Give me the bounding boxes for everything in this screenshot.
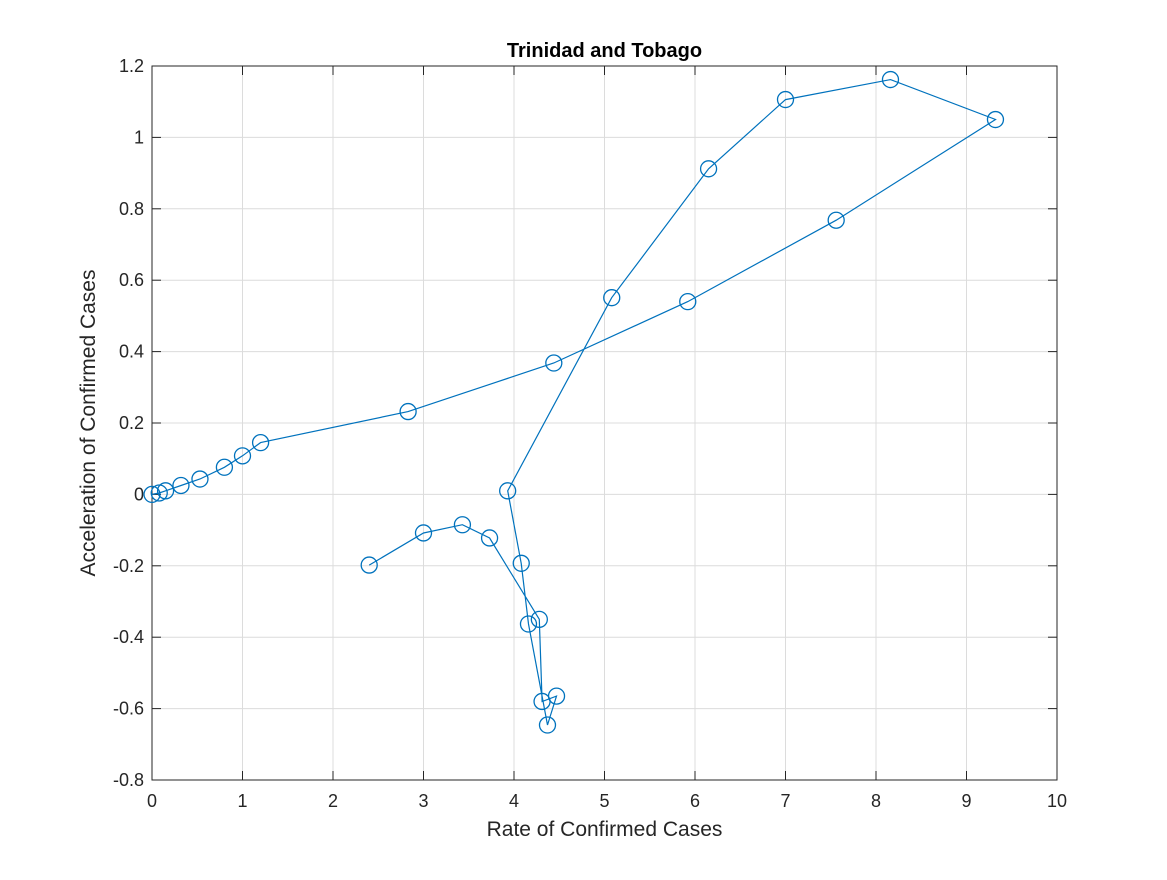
data-point <box>480 529 499 547</box>
x-tick-label: 2 <box>328 791 338 811</box>
y-tick-label: 1.2 <box>119 56 144 76</box>
x-tick-label: 9 <box>961 791 971 811</box>
data-point <box>233 447 252 465</box>
data-point <box>827 211 845 229</box>
x-tick-label: 0 <box>147 791 157 811</box>
x-tick-label: 7 <box>780 791 790 811</box>
y-tick-label: 1 <box>134 127 144 147</box>
y-tick-label: 0.4 <box>119 342 144 362</box>
data-point <box>776 90 795 109</box>
axis-ticks <box>151 65 1058 781</box>
data-point <box>603 289 621 307</box>
data-point <box>360 556 378 574</box>
x-tick-label: 6 <box>690 791 700 811</box>
data-point <box>414 524 433 542</box>
series-group <box>143 70 1005 734</box>
x-axis-label: Rate of Confirmed Cases <box>487 818 723 841</box>
x-tick-label: 10 <box>1047 791 1067 811</box>
data-point <box>538 716 557 734</box>
y-tick-label: -0.8 <box>113 770 144 790</box>
x-tick-label: 4 <box>509 791 519 811</box>
data-point <box>679 292 697 311</box>
y-tick-label: 0.2 <box>119 413 144 433</box>
data-point <box>399 402 417 421</box>
data-point <box>191 470 209 488</box>
data-point <box>881 70 900 89</box>
x-tick-label: 8 <box>871 791 881 811</box>
x-tick-label: 1 <box>237 791 247 811</box>
data-point <box>499 482 517 500</box>
y-tick-label: -0.6 <box>113 699 144 719</box>
data-point <box>172 476 190 495</box>
data-point <box>143 485 161 504</box>
data-point <box>215 458 234 476</box>
x-tick-label: 5 <box>599 791 609 811</box>
y-axis-label: Acceleration of Confirmed Cases <box>77 270 100 577</box>
chart-title: Trinidad and Tobago <box>507 40 702 62</box>
grid <box>151 65 1058 781</box>
x-tick-labels: 0 1 2 3 4 5 6 7 8 9 10 <box>147 791 1067 811</box>
y-tick-label: 0.8 <box>119 199 144 219</box>
y-tick-label: 0.6 <box>119 270 144 290</box>
data-point <box>530 610 548 628</box>
data-point <box>545 354 563 372</box>
data-point <box>512 554 530 572</box>
y-tick-label: -0.4 <box>113 627 144 647</box>
data-point <box>699 160 718 178</box>
x-tick-label: 3 <box>418 791 428 811</box>
data-point <box>251 433 270 452</box>
y-tick-label: 0 <box>134 484 144 504</box>
y-tick-label: -0.2 <box>113 556 144 576</box>
data-point <box>156 482 175 500</box>
series-line <box>151 78 997 726</box>
data-point <box>453 516 472 534</box>
data-point <box>533 692 551 711</box>
data-point <box>986 110 1005 129</box>
y-tick-labels: -0.8 -0.6 -0.4 -0.2 0 0.2 0.4 0.6 0.8 1 1.2 <box>113 56 144 790</box>
data-point <box>519 615 538 633</box>
